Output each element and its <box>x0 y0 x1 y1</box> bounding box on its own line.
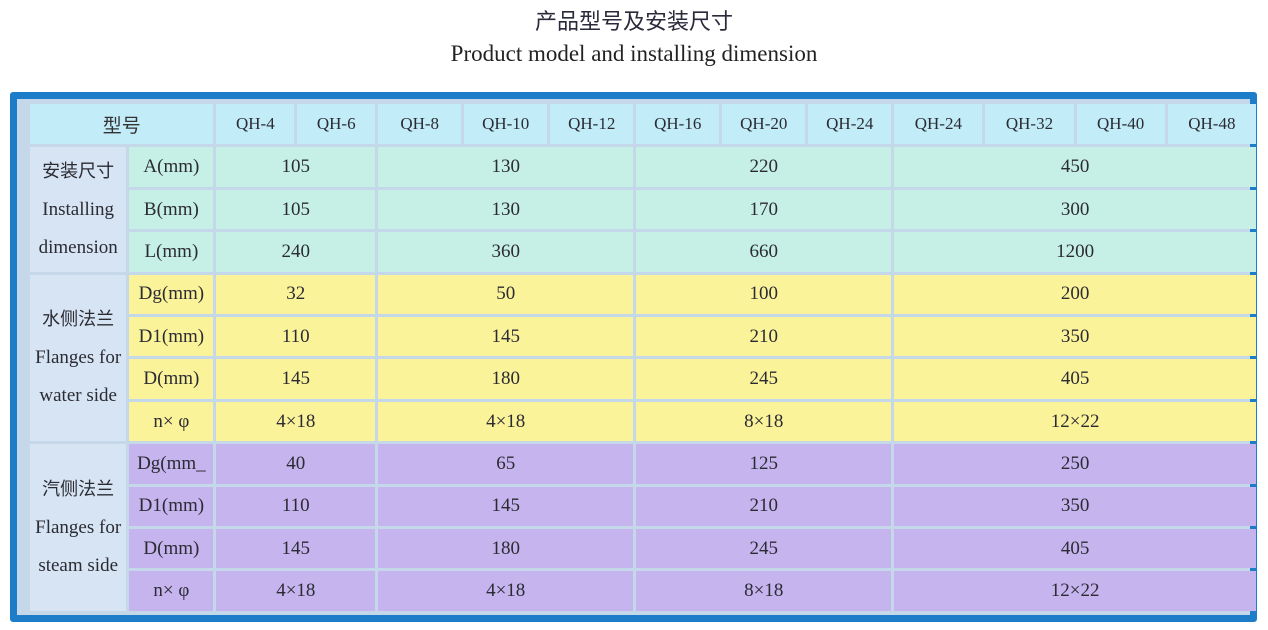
value-cell: 110 <box>216 486 376 527</box>
group-label-en-line1: Flanges for <box>35 516 122 538</box>
page-title-chinese: 产品型号及安装尺寸 <box>534 10 733 35</box>
value-cell: 210 <box>636 317 892 357</box>
value-cell: 245 <box>636 529 892 569</box>
model-header-cell: QH-20 <box>722 104 806 145</box>
group-label-water-side: 水侧法兰 Flanges for water side <box>30 274 127 442</box>
table-row: D1(mm) 110 145 210 350 <box>30 486 1256 527</box>
value-cell: 32 <box>216 274 376 315</box>
model-header-cell: QH-24 <box>808 104 892 145</box>
model-header-cell: QH-48 <box>1167 104 1256 145</box>
value-cell: 245 <box>636 359 892 399</box>
param-label: Dg(mm) <box>129 274 214 315</box>
value-cell: 4×18 <box>216 401 376 442</box>
group-label-en-line1: Flanges for <box>35 346 122 368</box>
value-cell: 660 <box>636 232 892 272</box>
group-label-en-line2: dimension <box>38 236 118 258</box>
param-label: A(mm) <box>129 147 214 187</box>
value-cell: 4×18 <box>378 571 634 611</box>
param-label: n× φ <box>129 401 214 442</box>
value-cell: 65 <box>378 444 634 484</box>
group-label-installing: 安装尺寸 Installing dimension <box>30 147 127 272</box>
value-cell: 145 <box>216 529 376 569</box>
value-cell: 100 <box>636 274 892 315</box>
table-row: 水侧法兰 Flanges for water side Dg(mm) 32 50… <box>30 274 1256 442</box>
value-cell: 4×18 <box>216 571 376 611</box>
table-row: n× φ 4×18 4×18 8×18 12×22 <box>30 401 1256 442</box>
param-label: n× φ <box>129 571 214 611</box>
model-header-label: 型号 <box>30 104 214 145</box>
spec-table: 型号 QH-4 QH-6 QH-8 QH-10 QH-12 QH-16 QH-2… <box>27 101 1259 614</box>
value-cell: 1200 <box>894 232 1256 272</box>
param-label: D1(mm) <box>129 486 214 527</box>
table-row: n× φ 4×18 4×18 8×18 12×22 <box>30 571 1256 611</box>
model-header-cell: QH-10 <box>464 104 548 145</box>
model-header-cell: QH-8 <box>378 104 462 145</box>
param-label: L(mm) <box>129 232 214 272</box>
param-label: D1(mm) <box>129 317 214 357</box>
table-row: D(mm) 145 180 245 405 <box>30 359 1256 399</box>
value-cell: 240 <box>216 232 376 272</box>
value-cell: 145 <box>216 359 376 399</box>
value-cell: 250 <box>894 444 1256 484</box>
group-label-cn: 安装尺寸 <box>42 160 115 182</box>
value-cell: 4×18 <box>378 401 634 442</box>
param-label: B(mm) <box>129 189 214 230</box>
value-cell: 8×18 <box>636 401 892 442</box>
model-header-cell: QH-24 <box>894 104 983 145</box>
table-row: 汽侧法兰 Flanges for steam side Dg(mm_ 40 65… <box>30 444 1256 611</box>
value-cell: 145 <box>378 486 634 527</box>
value-cell: 405 <box>894 529 1256 569</box>
value-cell: 170 <box>636 189 892 230</box>
spec-table-frame: 型号 QH-4 QH-6 QH-8 QH-10 QH-12 QH-16 QH-2… <box>10 92 1257 622</box>
value-cell: 220 <box>636 147 892 187</box>
value-cell: 350 <box>894 317 1256 357</box>
value-cell: 180 <box>378 359 634 399</box>
value-cell: 405 <box>894 359 1256 399</box>
value-cell: 145 <box>378 317 634 357</box>
value-cell: 350 <box>894 486 1256 527</box>
value-cell: 110 <box>216 317 376 357</box>
group-label-en-line1: Installing <box>42 198 115 220</box>
model-header-cell: QH-32 <box>985 104 1074 145</box>
value-cell: 130 <box>378 147 634 187</box>
model-header-cell: QH-40 <box>1076 104 1165 145</box>
value-cell: 105 <box>216 147 376 187</box>
value-cell: 125 <box>636 444 892 484</box>
value-cell: 12×22 <box>894 401 1256 442</box>
group-label-cn: 水侧法兰 <box>42 308 115 330</box>
value-cell: 50 <box>378 274 634 315</box>
model-header-cell: QH-12 <box>550 104 634 145</box>
param-label: D(mm) <box>129 359 214 399</box>
value-cell: 105 <box>216 189 376 230</box>
group-label-cn: 汽侧法兰 <box>42 478 115 500</box>
value-cell: 300 <box>894 189 1256 230</box>
value-cell: 40 <box>216 444 376 484</box>
value-cell: 360 <box>378 232 634 272</box>
param-label: Dg(mm_ <box>129 444 214 484</box>
value-cell: 210 <box>636 486 892 527</box>
table-row: D1(mm) 110 145 210 350 <box>30 317 1256 357</box>
model-header-cell: QH-16 <box>636 104 720 145</box>
value-cell: 450 <box>894 147 1256 187</box>
table-row: L(mm) 240 360 660 1200 <box>30 232 1256 272</box>
table-row: B(mm) 105 130 170 300 <box>30 189 1256 230</box>
value-cell: 12×22 <box>894 571 1256 611</box>
value-cell: 130 <box>378 189 634 230</box>
value-cell: 8×18 <box>636 571 892 611</box>
value-cell: 180 <box>378 529 634 569</box>
value-cell: 200 <box>894 274 1256 315</box>
table-row: 安装尺寸 Installing dimension A(mm) 105 130 … <box>30 147 1256 272</box>
param-label: D(mm) <box>129 529 214 569</box>
header-row: 型号 QH-4 QH-6 QH-8 QH-10 QH-12 QH-16 QH-2… <box>30 104 1256 145</box>
group-label-steam-side: 汽侧法兰 Flanges for steam side <box>30 444 127 611</box>
group-label-en-line2: water side <box>39 384 117 406</box>
model-header-cell: QH-4 <box>216 104 295 145</box>
table-row: D(mm) 145 180 245 405 <box>30 529 1256 569</box>
model-header-cell: QH-6 <box>297 104 376 145</box>
page-title-english: Product model and installing dimension <box>450 41 818 66</box>
group-label-en-line2: steam side <box>38 554 119 576</box>
